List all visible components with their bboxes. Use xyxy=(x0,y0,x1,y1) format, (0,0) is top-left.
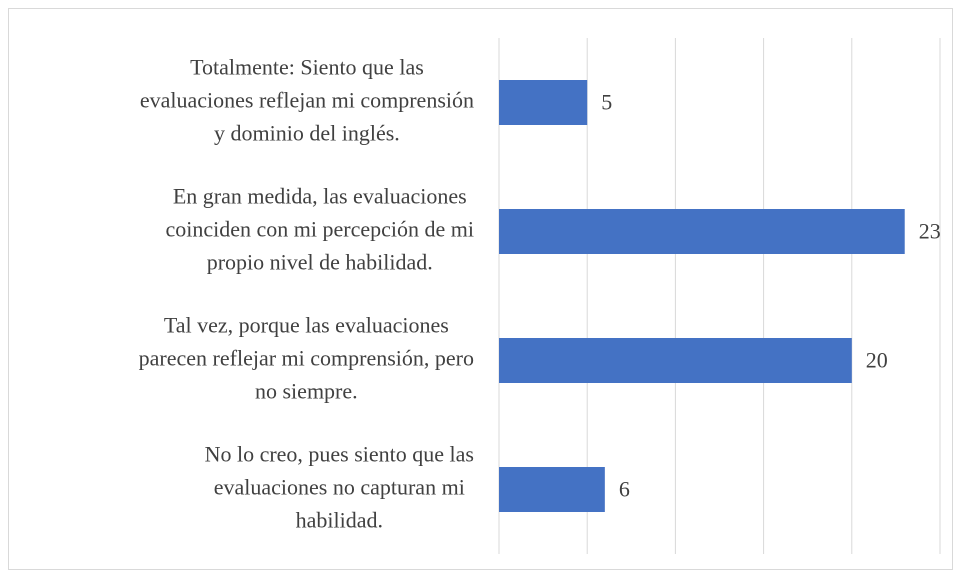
y-tick-label: En gran medida, las evaluaciones coincide… xyxy=(166,184,475,275)
value-label: 6 xyxy=(619,477,630,502)
y-tick-label: Totalmente: Siento que las evaluaciones r… xyxy=(140,55,474,146)
bar xyxy=(499,338,852,383)
value-label: 20 xyxy=(866,348,888,373)
bar xyxy=(499,467,605,512)
value-label: 5 xyxy=(601,90,612,115)
value-label: 23 xyxy=(919,219,941,244)
y-tick-label: No lo creo, pues siento que las evaluacio… xyxy=(205,442,474,533)
chart-frame xyxy=(8,8,953,570)
bar xyxy=(499,80,588,125)
bar xyxy=(499,209,905,254)
y-tick-label: Tal vez, porque las evaluaciones parecen … xyxy=(139,313,474,404)
